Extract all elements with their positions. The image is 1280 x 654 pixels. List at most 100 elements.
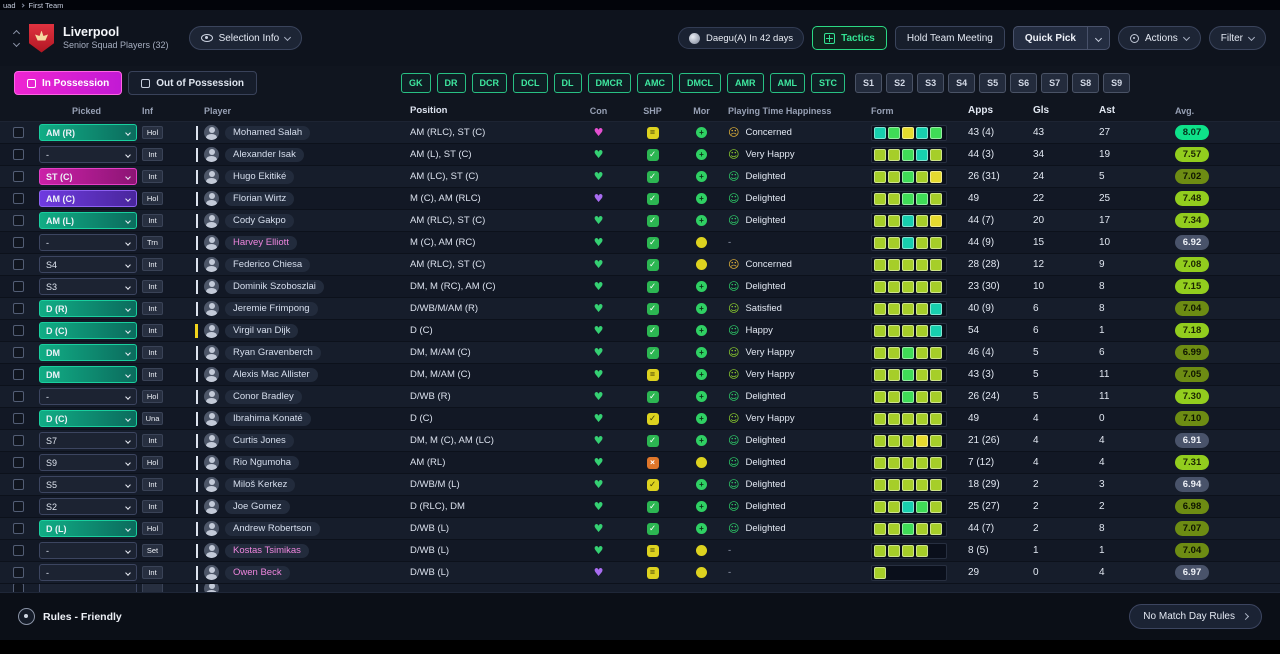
player-name[interactable]: Rio Ngumoha — [225, 455, 300, 470]
slot-filter-s8[interactable]: S8 — [1072, 73, 1100, 93]
table-row[interactable]: - Int Owen Beck D/WB (L) ♥ = - 29 0 4 6.… — [0, 562, 1280, 584]
table-row[interactable]: AM (C) Hol Florian Wirtz M (C), AM (RLC)… — [0, 188, 1280, 210]
info-badge[interactable]: Set — [142, 544, 163, 557]
row-checkbox[interactable] — [12, 567, 24, 578]
player-name[interactable]: Dominik Szoboszlai — [225, 279, 324, 294]
table-row[interactable]: DM Int Alexis Mac Allister DM, M/AM (C) … — [0, 364, 1280, 386]
position-filter-dl[interactable]: DL — [553, 73, 582, 93]
table-row[interactable]: ST (C) Int Hugo Ekitiké AM (LC), ST (C) … — [0, 166, 1280, 188]
picked-position-dropdown[interactable]: S5 — [39, 476, 137, 493]
table-row[interactable]: S2 Int Joe Gomez D (RLC), DM ♥ ✓ + ☺ Del… — [0, 496, 1280, 518]
picked-position-dropdown[interactable]: - — [39, 542, 137, 559]
row-checkbox[interactable] — [12, 259, 24, 270]
filter-button[interactable]: Filter — [1208, 26, 1266, 50]
actions-button[interactable]: Actions — [1117, 26, 1201, 50]
row-checkbox[interactable] — [12, 325, 24, 336]
table-row[interactable]: D (C) Una Ibrahima Konaté D (C) ♥ ✓ + ☺ … — [0, 408, 1280, 430]
selection-info-button[interactable]: Selection Info — [188, 26, 303, 50]
picked-position-dropdown[interactable]: - — [39, 564, 137, 581]
player-name[interactable]: Ryan Gravenberch — [225, 345, 321, 360]
column-header-avg[interactable]: Avg. — [1175, 105, 1195, 116]
player-name[interactable]: Miloš Kerkez — [225, 477, 296, 492]
match-day-rules-button[interactable]: No Match Day Rules — [1129, 604, 1262, 629]
player-name[interactable]: Curtis Jones — [225, 433, 294, 448]
table-row[interactable]: D (L) Hol Andrew Robertson D/WB (L) ♥ ✓ … — [0, 518, 1280, 540]
picked-position-dropdown[interactable]: S7 — [39, 432, 137, 449]
position-filter-aml[interactable]: AML — [769, 73, 806, 93]
liverpool-crest[interactable] — [29, 23, 54, 53]
picked-position-dropdown[interactable]: S4 — [39, 256, 137, 273]
picked-position-dropdown[interactable]: D (C) — [39, 322, 137, 339]
slot-filter-s7[interactable]: S7 — [1041, 73, 1069, 93]
info-badge[interactable]: Int — [142, 500, 163, 513]
table-row[interactable]: S7 Int Curtis Jones DM, M (C), AM (LC) ♥… — [0, 430, 1280, 452]
picked-position-dropdown[interactable]: S3 — [39, 278, 137, 295]
player-name[interactable]: Federico Chiesa — [225, 257, 311, 272]
tactics-button[interactable]: Tactics — [812, 26, 887, 50]
info-badge[interactable]: Int — [142, 434, 163, 447]
slot-filter-s1[interactable]: S1 — [855, 73, 883, 93]
quick-pick-dropdown-button[interactable] — [1086, 27, 1109, 49]
row-checkbox[interactable] — [12, 171, 24, 182]
table-row[interactable]: - Hol Conor Bradley D/WB (R) ♥ ✓ + ☺ Del… — [0, 386, 1280, 408]
position-filter-gk[interactable]: GK — [401, 73, 431, 93]
table-row[interactable]: DM Int Ryan Gravenberch DM, M/AM (C) ♥ ✓… — [0, 342, 1280, 364]
picked-position-dropdown[interactable]: D (C) — [39, 410, 137, 427]
info-badge[interactable]: Int — [142, 566, 163, 579]
next-match-badge[interactable]: Daegu(A) In 42 days — [677, 27, 805, 49]
player-name[interactable]: Florian Wirtz — [225, 191, 295, 206]
row-checkbox[interactable] — [12, 237, 24, 248]
picked-position-dropdown[interactable]: D (R) — [39, 300, 137, 317]
player-name[interactable]: Mohamed Salah — [225, 125, 311, 140]
column-header-gls[interactable]: Gls — [1033, 105, 1050, 116]
info-badge[interactable]: Int — [142, 214, 163, 227]
info-badge[interactable]: Int — [142, 280, 163, 293]
quick-pick-button[interactable]: Quick Pick — [1024, 32, 1076, 44]
position-filter-dmcr[interactable]: DMCR — [587, 73, 631, 93]
tab-in-possession[interactable]: In Possession — [14, 71, 123, 95]
position-filter-dcr[interactable]: DCR — [471, 73, 508, 93]
position-filter-stc[interactable]: STC — [811, 73, 846, 93]
info-badge[interactable]: Int — [142, 302, 163, 315]
hold-team-meeting-button[interactable]: Hold Team Meeting — [894, 26, 1005, 50]
column-header-player[interactable]: Player — [204, 105, 232, 116]
picked-position-dropdown[interactable]: D (L) — [39, 520, 137, 537]
info-badge[interactable]: Hol — [142, 390, 163, 403]
slot-filter-s5[interactable]: S5 — [979, 73, 1007, 93]
player-name[interactable]: Hugo Ekitiké — [225, 169, 295, 184]
column-header-playing-time-happiness[interactable]: Playing Time Happiness — [728, 105, 832, 116]
picked-position-dropdown[interactable]: - — [39, 234, 137, 251]
player-name[interactable]: Kostas Tsimikas — [225, 543, 309, 558]
player-name[interactable]: Alexander Isak — [225, 147, 304, 162]
picked-position-dropdown[interactable]: - — [39, 388, 137, 405]
player-name[interactable]: Virgil van Dijk — [225, 323, 299, 338]
row-checkbox[interactable] — [12, 435, 24, 446]
slot-filter-s9[interactable]: S9 — [1103, 73, 1131, 93]
picked-position-dropdown[interactable]: DM — [39, 366, 137, 383]
column-header-con[interactable]: Con — [589, 105, 608, 116]
picked-position-dropdown[interactable]: S9 — [39, 454, 137, 471]
slot-filter-s4[interactable]: S4 — [948, 73, 976, 93]
row-checkbox[interactable] — [12, 369, 24, 380]
table-row[interactable]: AM (R) Hol Mohamed Salah AM (RLC), ST (C… — [0, 122, 1280, 144]
player-name[interactable]: Alexis Mac Allister — [225, 367, 318, 382]
column-header-apps[interactable]: Apps — [968, 105, 993, 116]
row-checkbox[interactable] — [12, 501, 24, 512]
collapse-down-icon[interactable] — [12, 39, 21, 47]
row-checkbox[interactable] — [12, 523, 24, 534]
row-checkbox[interactable] — [12, 215, 24, 226]
row-checkbox[interactable] — [12, 391, 24, 402]
position-filter-dr[interactable]: DR — [436, 73, 466, 93]
column-header-form[interactable]: Form — [871, 105, 894, 116]
player-name[interactable]: Joe Gomez — [225, 499, 290, 514]
table-row[interactable]: - Set Kostas Tsimikas D/WB (L) ♥ = - 8 (… — [0, 540, 1280, 562]
info-badge[interactable]: Int — [142, 170, 163, 183]
row-checkbox[interactable] — [12, 457, 24, 468]
slot-filter-s3[interactable]: S3 — [917, 73, 945, 93]
slot-filter-s6[interactable]: S6 — [1010, 73, 1038, 93]
info-badge[interactable]: Hol — [142, 192, 163, 205]
table-row[interactable]: S4 Int Federico Chiesa AM (RLC), ST (C) … — [0, 254, 1280, 276]
row-checkbox[interactable] — [12, 545, 24, 556]
player-name[interactable]: Andrew Robertson — [225, 521, 320, 536]
row-checkbox[interactable] — [12, 127, 24, 138]
